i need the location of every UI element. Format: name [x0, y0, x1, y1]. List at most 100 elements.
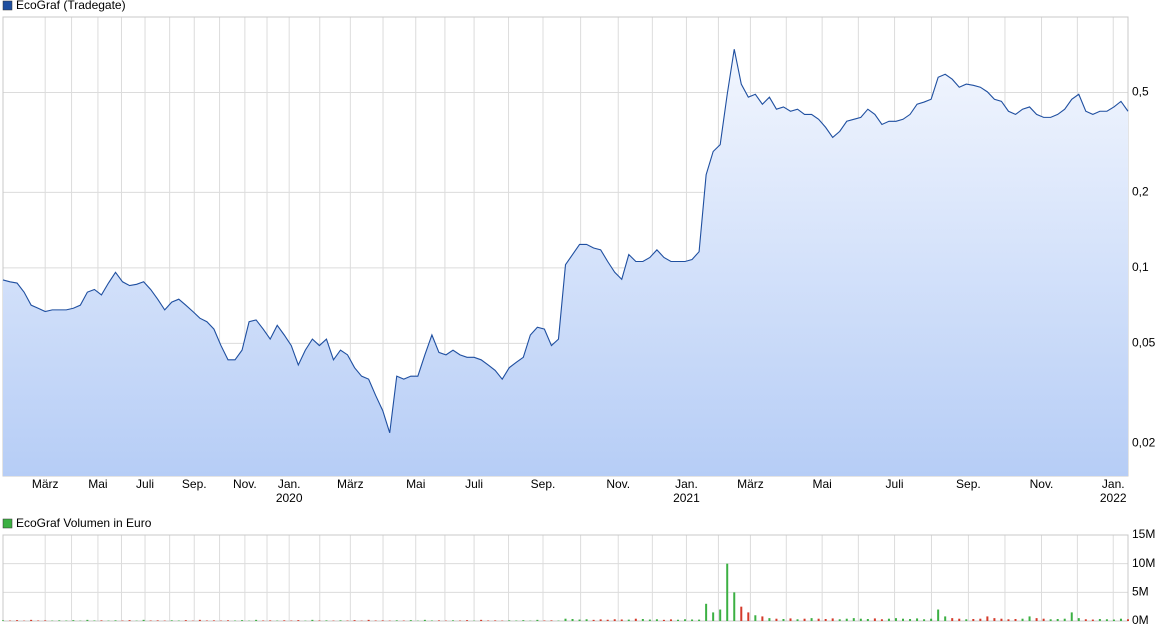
volume-bar [550, 620, 552, 621]
volume-bar [705, 604, 707, 621]
volume-bar [747, 612, 749, 621]
volume-bar [262, 620, 264, 621]
volume-bar [691, 620, 693, 621]
legend-swatch [3, 1, 12, 10]
x-tick-year: 2020 [276, 491, 303, 505]
volume-bar [1120, 619, 1122, 621]
volume-bar [1022, 619, 1024, 621]
y-tick-label: 5M [1132, 585, 1149, 599]
volume-bar [1071, 612, 1073, 621]
volume-bar [536, 620, 538, 621]
volume-bar [255, 620, 257, 621]
x-tick-label: Sep. [182, 477, 207, 491]
x-tick-label: Sep. [956, 477, 981, 491]
volume-bar [782, 619, 784, 621]
x-tick-label: Nov. [233, 477, 257, 491]
volume-bar [1029, 616, 1031, 621]
y-tick-label: 10M [1132, 556, 1155, 570]
price-area [3, 49, 1128, 476]
volume-bar [72, 620, 74, 621]
volume-bar [972, 619, 974, 621]
plot-frame [3, 535, 1128, 621]
x-tick-label: Mai [812, 477, 831, 491]
volume-bar [2, 620, 4, 621]
x-tick-label: Nov. [606, 477, 630, 491]
volume-bar [846, 619, 848, 621]
volume-bar [600, 619, 602, 621]
volume-bar [754, 615, 756, 621]
volume-bar [628, 620, 630, 621]
volume-bar [424, 620, 426, 621]
volume-bar [797, 619, 799, 621]
volume-bar [614, 619, 616, 621]
x-tick-label: Juli [136, 477, 154, 491]
volume-bar [937, 610, 939, 621]
volume-bar [375, 620, 377, 621]
y-tick-label: 0,2 [1132, 185, 1149, 199]
volume-bar [1015, 619, 1017, 621]
volume-bar [874, 618, 876, 621]
x-tick-label: Jan. [278, 477, 301, 491]
volume-bar [790, 618, 792, 621]
volume-bar [902, 619, 904, 621]
x-tick-year: 2021 [673, 491, 700, 505]
volume-bar [382, 620, 384, 621]
volume-bar [768, 618, 770, 621]
y-tick-label: 0,05 [1132, 336, 1156, 350]
x-tick-label: März [737, 477, 764, 491]
x-tick-year: 2022 [1100, 491, 1127, 505]
volume-bar [572, 619, 574, 621]
volume-bar [150, 620, 152, 621]
volume-bar [129, 620, 131, 621]
y-tick-label: 0M [1132, 613, 1149, 627]
volume-bar [1085, 619, 1087, 621]
x-tick-label: März [337, 477, 364, 491]
legend-swatch [3, 519, 12, 528]
volume-bar [241, 620, 243, 621]
volume-bar [1057, 619, 1059, 621]
volume-bar [579, 620, 581, 621]
volume-bar [733, 592, 735, 621]
volume-bar [853, 618, 855, 621]
volume-bar [881, 619, 883, 621]
volume-bar [1092, 620, 1094, 621]
volume-bar [466, 620, 468, 621]
y-tick-label: 0,02 [1132, 435, 1156, 449]
volume-bar [965, 619, 967, 621]
x-tick-label: März [32, 477, 59, 491]
volume-bar [325, 620, 327, 621]
volume-bar [143, 620, 145, 621]
volume-bar [283, 620, 285, 621]
volume-bar [804, 619, 806, 621]
volume-bar [684, 619, 686, 621]
legend-label: EcoGraf (Tradegate) [16, 0, 126, 12]
volume-bar [867, 619, 869, 621]
volume-bar [213, 620, 215, 621]
x-tick-label: Jan. [1102, 477, 1125, 491]
legend-label: EcoGraf Volumen in Euro [16, 516, 152, 530]
volume-bar [712, 612, 714, 621]
volume-bar [396, 620, 398, 621]
volume-bar [368, 620, 370, 621]
volume-bar [698, 620, 700, 621]
volume-bar [642, 619, 644, 621]
volume-bar [44, 620, 46, 621]
volume-bar [909, 619, 911, 621]
volume-bar [1007, 619, 1009, 621]
volume-bar [37, 620, 39, 621]
volume-bar [1043, 619, 1045, 621]
volume-bar [565, 619, 567, 621]
volume-bar [761, 616, 763, 621]
volume-bar [740, 607, 742, 621]
volume-bar [199, 620, 201, 621]
volume-bar [607, 620, 609, 621]
volume-bar [888, 619, 890, 621]
volume-bar [649, 620, 651, 621]
volume-bar [839, 619, 841, 621]
volume-bar [958, 619, 960, 621]
volume-bar [621, 620, 623, 621]
volume-bar [635, 619, 637, 621]
x-tick-label: Sep. [531, 477, 556, 491]
